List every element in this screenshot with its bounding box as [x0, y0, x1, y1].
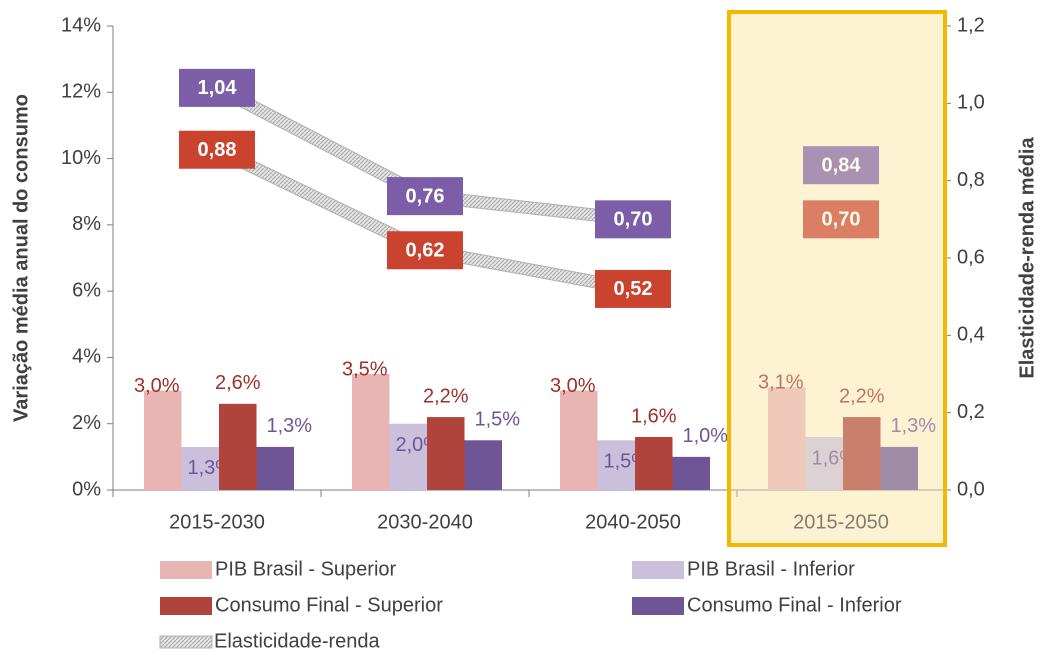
y-tick-label: 6% — [72, 279, 101, 301]
bar — [805, 436, 843, 490]
bar — [672, 456, 710, 490]
y-tick-label: 8% — [72, 213, 101, 235]
elasticity-label: 0,52 — [614, 278, 653, 300]
bar-value-label: 3,0% — [550, 375, 596, 397]
elasticity-box — [179, 68, 255, 107]
bar — [464, 440, 502, 490]
y2-tick-label: 0,6 — [957, 246, 985, 268]
legend-label: Consumo Final - Inferior — [687, 594, 902, 616]
bar — [181, 446, 219, 490]
legend-label: Consumo Final - Superior — [215, 594, 443, 616]
bar — [768, 387, 806, 490]
legend-label: PIB Brasil - Inferior — [687, 558, 855, 580]
elasticity-box — [387, 231, 463, 270]
elasticity-box — [595, 200, 671, 239]
x-tick-label: 2040-2050 — [585, 511, 681, 533]
elasticity-label: 0,70 — [822, 209, 861, 231]
y2-tick-label: 1,0 — [957, 92, 985, 114]
elasticity-box — [595, 269, 671, 308]
bar-value-label: 1,6% — [631, 405, 677, 427]
x-tick-label: 2015-2030 — [169, 511, 265, 533]
y-tick-label: 10% — [61, 147, 101, 169]
legend-swatch — [632, 561, 684, 579]
y-tick-label: 14% — [61, 14, 101, 36]
legend-swatch — [160, 561, 212, 579]
x-tick-label: 2030-2040 — [377, 511, 473, 533]
bar-value-label: 2,2% — [423, 385, 469, 407]
elasticity-label: 0,88 — [198, 139, 237, 161]
bar — [144, 390, 182, 490]
y-axis-label: Variação média anual do consumo — [10, 94, 32, 422]
y-tick-label: 12% — [61, 81, 101, 103]
elasticity-label: 0,70 — [614, 209, 653, 231]
legend-swatch — [159, 635, 213, 649]
x-tick-label: 2015-2050 — [793, 511, 889, 533]
bar-value-label: 1,3% — [266, 415, 312, 437]
bar — [352, 374, 390, 490]
elasticity-box — [387, 177, 463, 216]
y-tick-label: 2% — [72, 412, 101, 434]
bar — [843, 417, 881, 490]
bar — [597, 440, 635, 490]
bar — [256, 446, 294, 490]
elasticity-label: 0,84 — [822, 154, 862, 176]
bar-value-label: 3,1% — [758, 372, 804, 394]
bar-value-label: 3,0% — [134, 375, 180, 397]
y2-axis-label: Elasticidade-renda média — [1016, 137, 1038, 379]
y2-tick-label: 0,8 — [957, 169, 985, 191]
elasticity-box — [803, 146, 879, 185]
bar — [427, 417, 465, 490]
legend-label: Elasticidade-renda — [214, 630, 381, 652]
y2-tick-label: 1,2 — [957, 14, 985, 36]
legend-swatch — [632, 597, 684, 615]
bar — [880, 446, 918, 490]
bar — [389, 423, 427, 490]
bar-value-label: 1,5% — [474, 409, 520, 431]
elasticity-label: 0,62 — [406, 240, 445, 262]
elasticity-label: 1,04 — [198, 77, 238, 99]
bar-value-label: 1,3% — [890, 415, 936, 437]
y-tick-label: 4% — [72, 346, 101, 368]
bar-value-label: 3,5% — [342, 358, 388, 380]
highlight-border — [727, 10, 947, 547]
y-tick-label: 0% — [72, 478, 101, 500]
y2-tick-label: 0,4 — [957, 324, 985, 346]
legend-swatch — [160, 597, 212, 615]
elasticity-box — [803, 200, 879, 239]
highlight-wash — [731, 14, 943, 543]
elasticity-box — [179, 130, 255, 169]
legend-label: PIB Brasil - Superior — [215, 558, 397, 580]
y2-tick-label: 0,2 — [957, 401, 985, 423]
bar-value-label: 1,0% — [682, 425, 728, 447]
bar-value-label: 2,2% — [839, 385, 885, 407]
elasticity-label: 0,76 — [406, 185, 445, 207]
y2-tick-label: 0,0 — [957, 478, 985, 500]
bar — [219, 403, 257, 490]
bar-value-label: 2,6% — [215, 372, 261, 394]
bar — [560, 390, 598, 490]
bar — [635, 436, 673, 490]
